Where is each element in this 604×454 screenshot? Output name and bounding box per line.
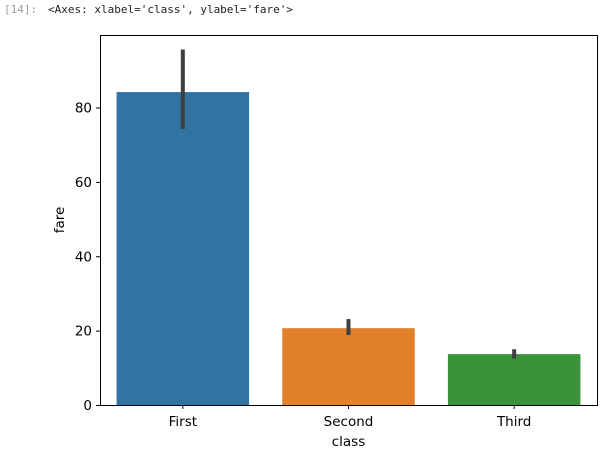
x-axis: First Second Third	[169, 405, 531, 430]
y-tick-label: 40	[75, 249, 92, 265]
x-tick-label: First	[169, 414, 197, 430]
bars-layer	[116, 92, 581, 406]
bar-second	[282, 328, 415, 405]
y-tick-label: 80	[75, 101, 92, 117]
y-tick-label: 20	[75, 324, 92, 340]
y-axis-label: fare	[52, 207, 68, 234]
bar-first	[116, 92, 250, 406]
execution-count: [14]:	[4, 3, 38, 16]
x-tick-label: Third	[496, 414, 531, 430]
output-repr-text: <Axes: xlabel='class', ylabel='fare'>	[48, 3, 294, 16]
x-tick-label: Second	[324, 414, 374, 430]
x-axis-label: class	[332, 434, 366, 450]
y-tick-label: 60	[75, 175, 92, 191]
y-axis: 0 20 40 60 80	[75, 101, 100, 414]
bar-third	[447, 354, 581, 405]
y-tick-label: 0	[83, 398, 92, 414]
error-bars-layer	[180, 49, 517, 359]
